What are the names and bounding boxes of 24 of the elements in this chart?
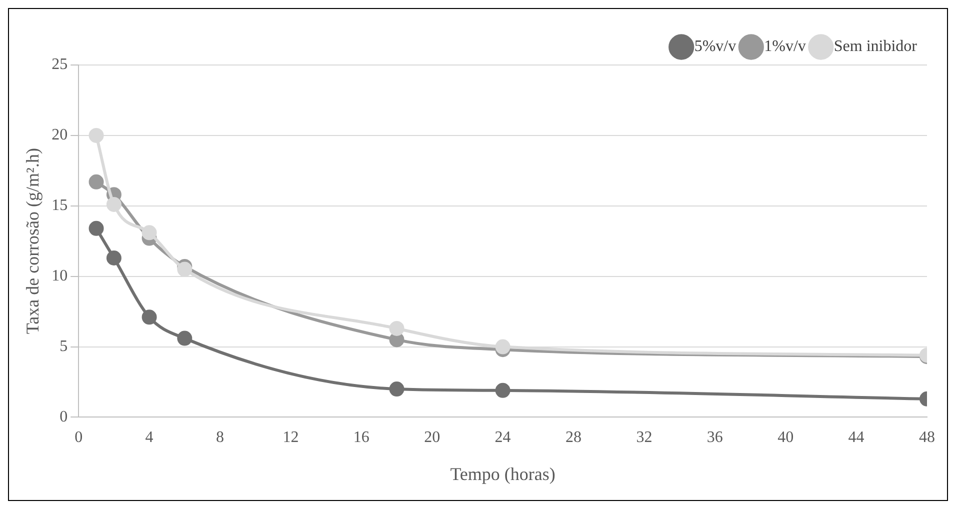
x-tick-label: 40 bbox=[778, 429, 794, 446]
x-tick-label: 4 bbox=[145, 429, 154, 446]
x-tick-label: 48 bbox=[919, 429, 935, 446]
x-tick-label: 28 bbox=[566, 429, 582, 446]
x-tick-label: 36 bbox=[706, 429, 723, 446]
y-tick-label: 25 bbox=[52, 56, 68, 74]
x-tick-label: 0 bbox=[74, 429, 83, 446]
y-tick-label: 5 bbox=[60, 338, 68, 355]
y-axis-title: Taxa de corrosão (g/m².h) bbox=[22, 148, 43, 334]
legend-label: 1%v/v bbox=[764, 38, 806, 56]
x-tick-label: 20 bbox=[424, 429, 440, 446]
x-tick-label: 24 bbox=[494, 429, 511, 446]
y-tick-label: 0 bbox=[60, 408, 68, 426]
legend-label: 5%v/v bbox=[694, 38, 736, 56]
legend-label: Sem inibidor bbox=[834, 38, 918, 56]
x-tick-label: 32 bbox=[636, 429, 652, 446]
x-tick-label: 44 bbox=[848, 429, 864, 446]
x-tick-label: 12 bbox=[282, 429, 299, 446]
y-tick-label: 15 bbox=[52, 197, 68, 214]
y-tick-label: 20 bbox=[52, 126, 68, 144]
x-tick-label: 16 bbox=[353, 429, 370, 446]
x-tick-label: 8 bbox=[216, 429, 224, 446]
y-tick-label: 10 bbox=[52, 268, 68, 285]
x-axis-title: Tempo (horas) bbox=[450, 464, 556, 484]
